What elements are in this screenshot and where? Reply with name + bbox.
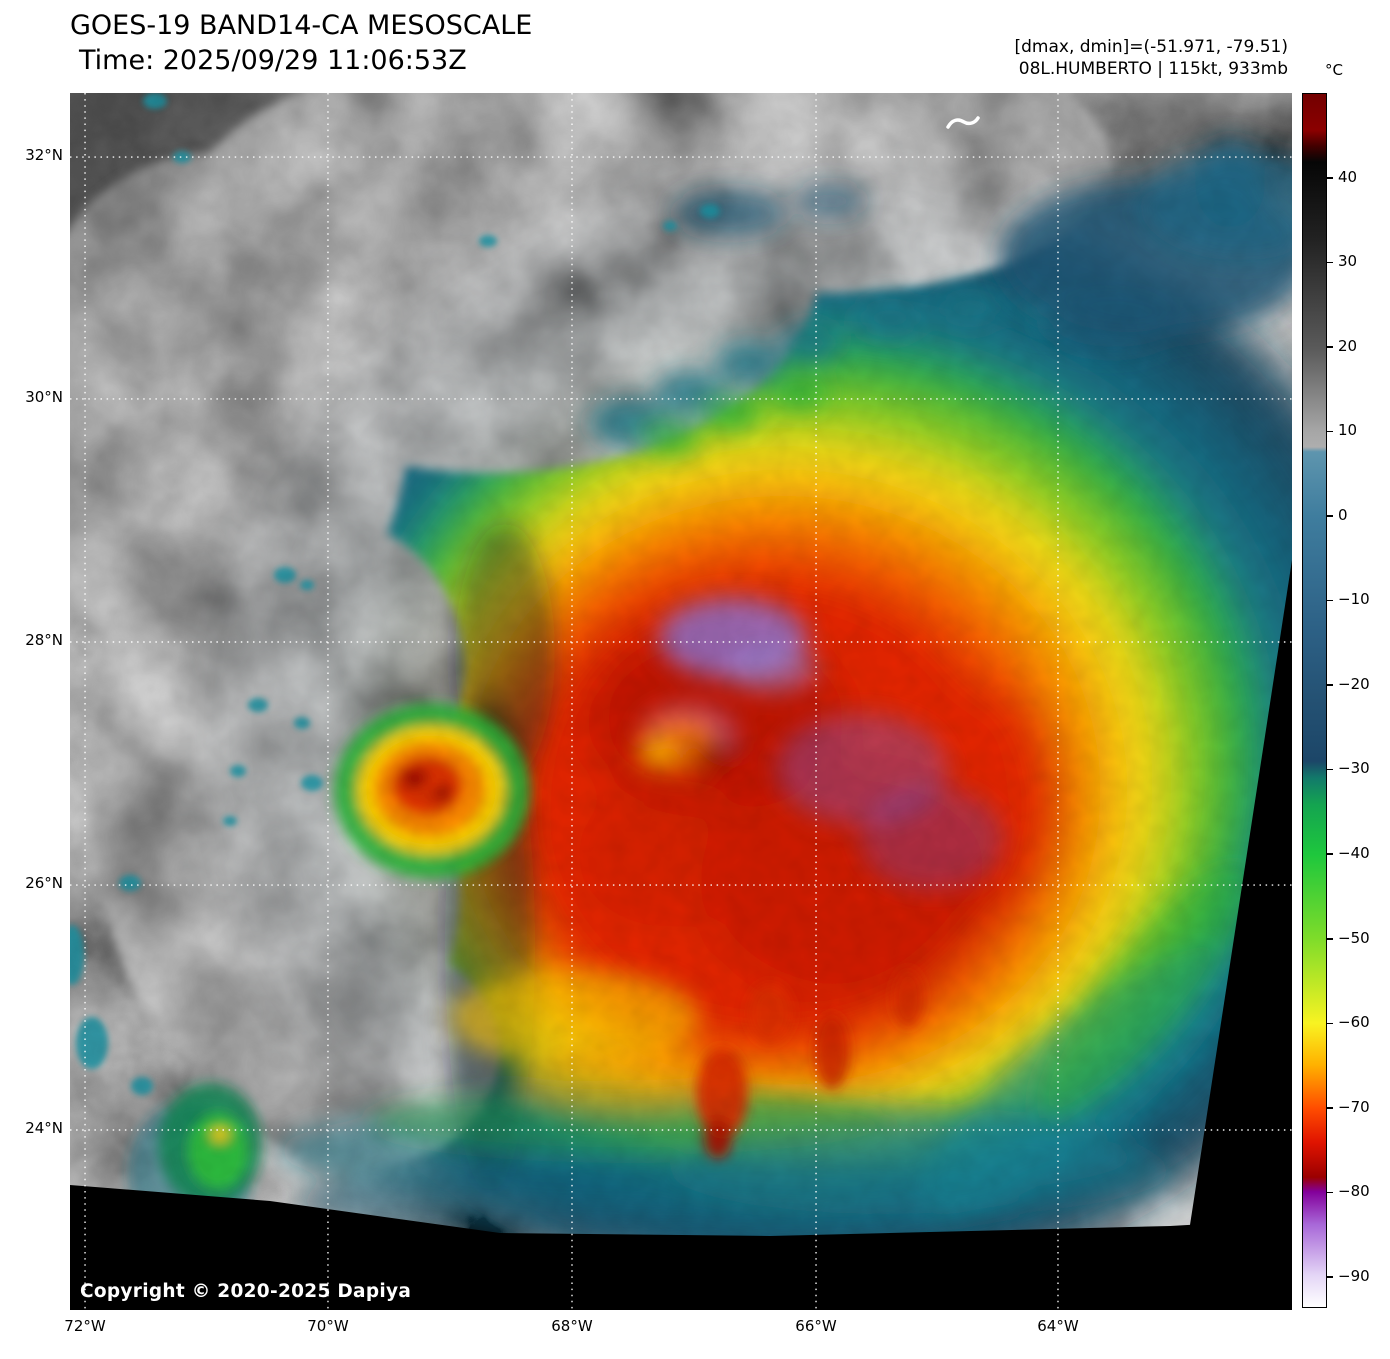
colorbar-tick — [1327, 1191, 1333, 1194]
colorbar-tick — [1327, 938, 1333, 940]
colorbar-tick — [1327, 515, 1333, 517]
product-time: Time: 2025/09/29 11:06:53Z — [79, 45, 467, 76]
colorbar-tick — [1327, 430, 1333, 433]
colorbar-tick-label: 0 — [1338, 505, 1348, 524]
colorbar-tick — [1327, 1022, 1333, 1025]
lat-tick-label: 24°N — [25, 1119, 63, 1137]
colorbar-tick — [1327, 177, 1333, 179]
colorbar-tick — [1327, 346, 1333, 348]
colorbar-tick — [1327, 768, 1333, 771]
satellite-map: Copyright © 2020-2025 Dapiya — [70, 93, 1292, 1310]
colorbar-tick-label: 30 — [1338, 252, 1358, 271]
colorbar-tick-label: −50 — [1338, 928, 1370, 947]
lon-tick-label: 64°W — [1037, 1317, 1079, 1335]
lon-tick-label: 68°W — [551, 1317, 593, 1335]
scan-edge-bottom — [70, 1185, 1292, 1310]
dmax-dmin-readout: [dmax, dmin]=(-51.971, -79.51) — [1014, 37, 1289, 57]
colorbar-tick — [1327, 1276, 1333, 1278]
texture-speckle-overlay — [70, 93, 1292, 1310]
copyright-text: Copyright © 2020-2025 Dapiya — [80, 1281, 412, 1302]
lat-tick-label: 30°N — [25, 387, 63, 406]
colorbar-unit-label: °C — [1325, 61, 1343, 79]
colorbar-tick — [1327, 684, 1333, 686]
lon-tick-label: 70°W — [307, 1317, 349, 1335]
storm-info-readout: 08L.HUMBERTO | 115kt, 933mb — [1018, 59, 1288, 79]
product-title: GOES-19 BAND14-CA MESOSCALE — [70, 10, 533, 41]
colorbar-tick-label: −20 — [1338, 674, 1370, 693]
lat-tick-label: 28°N — [25, 630, 63, 649]
colorbar-tick — [1327, 853, 1333, 855]
latlon-grid — [70, 93, 1292, 1310]
colorbar-tick-label: −90 — [1338, 1266, 1370, 1285]
lon-tick-label: 66°W — [795, 1317, 837, 1335]
colorbar-tick-label: −80 — [1338, 1182, 1370, 1201]
bermuda-island-icon — [946, 116, 980, 129]
colorbar-tick-label: −10 — [1338, 590, 1370, 609]
lat-tick-label: 26°N — [25, 874, 63, 893]
colorbar-tick-label: −70 — [1338, 1097, 1370, 1116]
colorbar-tick-label: 20 — [1338, 336, 1358, 355]
lat-tick-label: 32°N — [25, 146, 63, 164]
lon-tick-label: 72°W — [64, 1317, 106, 1335]
colorbar-tick — [1327, 1107, 1333, 1109]
colorbar-tick-label: 10 — [1338, 421, 1358, 440]
colorbar-tick-label: 40 — [1338, 167, 1358, 186]
colorbar-tick — [1327, 261, 1333, 264]
colorbar-tick-label: −30 — [1338, 759, 1370, 778]
colorbar — [1302, 93, 1327, 1308]
satellite-imagery — [70, 93, 1292, 1310]
colorbar-tick-label: −40 — [1338, 843, 1370, 862]
colorbar-tick-label: −60 — [1338, 1013, 1370, 1032]
scan-edge-right — [1188, 560, 1292, 1238]
colorbar-tick — [1327, 599, 1333, 602]
